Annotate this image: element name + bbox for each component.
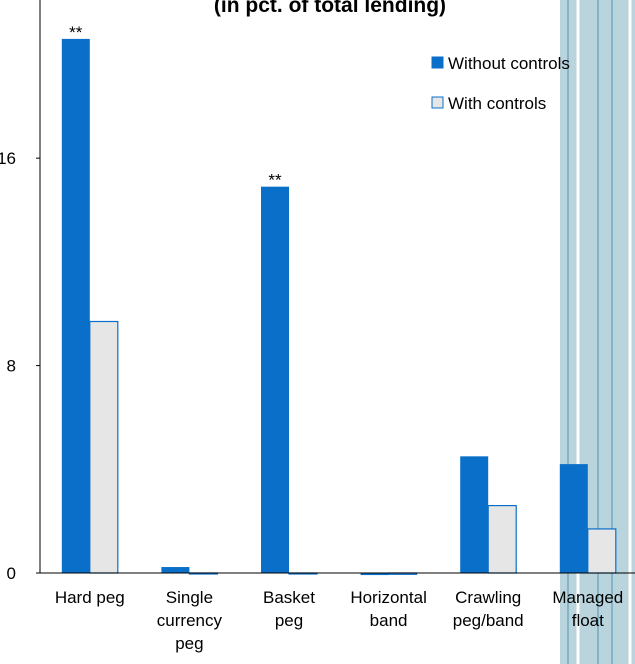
- bar: [61, 38, 90, 573]
- significance-label: **: [69, 23, 83, 42]
- legend-swatch: [431, 56, 444, 69]
- bar: [587, 528, 617, 574]
- x-tick-label: Single currency peg: [157, 588, 223, 653]
- bar: [360, 573, 389, 576]
- x-tick-label: Basket peg: [263, 588, 315, 630]
- y-tick-label: 0: [7, 564, 16, 583]
- bar: [460, 456, 489, 573]
- y-tick-label: 8: [7, 357, 16, 376]
- x-tick-label: Managed float: [552, 588, 623, 630]
- legend-label: With controls: [448, 94, 546, 113]
- x-tick-label: Horizontal band: [350, 588, 427, 630]
- bar: [161, 567, 190, 573]
- y-tick-label: 16: [0, 149, 16, 168]
- bar: [261, 186, 289, 574]
- x-tick-label: Hard peg: [55, 588, 125, 607]
- legend-swatch: [431, 96, 444, 109]
- bar: [559, 464, 588, 573]
- chart-title: (in pct. of total lending): [214, 0, 446, 17]
- x-tick-label: Crawling peg/band: [453, 588, 524, 630]
- legend-label: Without controls: [448, 54, 570, 73]
- bar: [89, 320, 119, 574]
- significance-label: **: [268, 171, 282, 190]
- bar: [487, 504, 517, 574]
